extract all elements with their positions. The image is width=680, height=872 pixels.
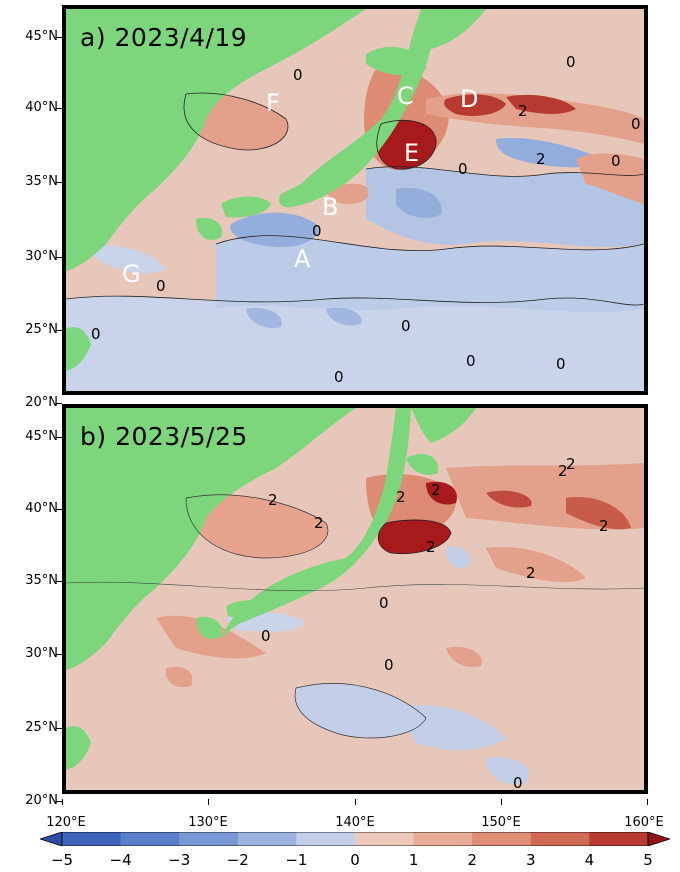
contour-label: 0: [91, 325, 101, 343]
sst-anomaly-map-b: 2 2 2 2 2 2 2 2 2 0 0 0 0: [66, 408, 644, 790]
colorbar-segment: [413, 832, 473, 846]
y-tick-label: 30°N: [25, 646, 58, 661]
colorbar-tick-label: −1: [285, 851, 308, 869]
contour-label: 0: [312, 222, 322, 240]
colorbar-tick-label: −2: [226, 851, 249, 869]
y-tick: [56, 403, 62, 404]
y-tick: [56, 37, 62, 38]
contour-label: 0: [611, 152, 621, 170]
y-tick: [56, 330, 62, 331]
contour-label: 0: [384, 656, 394, 674]
x-tick-label: 130°E: [188, 815, 228, 830]
y-tick: [56, 654, 62, 655]
y-tick-label: 20°N: [25, 395, 58, 410]
x-tick-label: 140°E: [335, 815, 375, 830]
colorbar-segment: [355, 832, 415, 846]
colorbar-arrow-high: [647, 832, 670, 846]
contour-label: 2: [526, 564, 536, 582]
colorbar-tick-label: −5: [50, 851, 74, 869]
x-tick-label: 120°E: [46, 815, 86, 830]
y-tick: [56, 728, 62, 729]
colorbar-tick-label: 1: [408, 851, 419, 869]
contour-label: 2: [314, 514, 324, 532]
contour-label: 0: [458, 160, 468, 178]
contour-label: 2: [518, 102, 528, 120]
y-tick-label: 40°N: [25, 100, 58, 115]
map-panel-b: 2 2 2 2 2 2 2 2 2 0 0 0 0 b) 2023/5/25: [62, 404, 648, 794]
colorbar-segment: [120, 832, 180, 846]
contour-label: 2: [558, 462, 568, 480]
colorbar-border: [61, 832, 649, 846]
contour-label: 2: [566, 455, 576, 473]
colorbar-tick-label: 3: [526, 851, 536, 869]
colorbar-arrow-low: [40, 832, 63, 846]
x-tick: [501, 799, 502, 805]
contour-label: 0: [556, 355, 566, 373]
region-label-c: C: [397, 82, 414, 110]
colorbar-tick-label: −4: [109, 851, 132, 869]
contour-label: 2: [599, 517, 609, 535]
colorbar-tick-label: 4: [584, 851, 595, 869]
y-tick-label: 20°N: [25, 793, 58, 808]
y-tick-label: 25°N: [25, 720, 58, 735]
y-tick-label: 35°N: [25, 573, 58, 588]
y-tick-label: 45°N: [25, 429, 58, 444]
y-tick-label: 40°N: [25, 501, 58, 516]
panel-b-title: b) 2023/5/25: [80, 422, 248, 451]
x-tick: [647, 799, 648, 805]
x-tick: [208, 799, 209, 805]
colorbar-segment: [237, 832, 297, 846]
y-tick: [56, 182, 62, 183]
sst-anomaly-map-a: A B C D E F G 0 0 0 0 0 0 0 0 0 2 2 0 0 …: [66, 9, 644, 391]
contour-label: 0: [566, 53, 576, 71]
colorbar-segment: [530, 832, 590, 846]
x-tick: [62, 799, 63, 805]
contour-label: 2: [536, 150, 546, 168]
y-tick-label: 30°N: [25, 249, 58, 264]
contour-label: 0: [466, 352, 476, 370]
contour-label: 0: [379, 594, 389, 612]
contour-label: 2: [431, 481, 441, 499]
region-label-b: B: [322, 193, 338, 221]
y-tick-label: 45°N: [25, 29, 58, 44]
x-tick-label: 160°E: [624, 815, 664, 830]
colorbar-segment: [472, 832, 532, 846]
colorbar-tick-label: −3: [168, 851, 191, 869]
colorbar-segment: [589, 832, 649, 846]
region-label-g: G: [122, 260, 141, 288]
contour-label: 0: [334, 368, 344, 386]
panel-a-title: a) 2023/4/19: [80, 23, 248, 52]
x-tick-label: 150°E: [481, 815, 521, 830]
region-label-f: F: [266, 89, 280, 117]
contour-label: 0: [631, 115, 641, 133]
colorbar-tick-label: 2: [467, 851, 477, 869]
y-tick: [56, 257, 62, 258]
colorbar-segment: [179, 832, 239, 846]
contour-label: 2: [426, 538, 436, 556]
colorbar-segment: [62, 832, 122, 846]
region-label-d: D: [460, 85, 478, 113]
y-tick: [56, 581, 62, 582]
y-tick-label: 35°N: [25, 174, 58, 189]
y-tick: [56, 509, 62, 510]
y-tick: [56, 801, 62, 802]
contour-label: 0: [513, 774, 523, 790]
contour-label: 0: [261, 627, 271, 645]
contour-label: 2: [268, 491, 278, 509]
y-tick: [56, 437, 62, 438]
contour-label: 2: [396, 488, 406, 506]
y-tick-label: 25°N: [25, 322, 58, 337]
region-label-e: E: [404, 139, 419, 167]
colorbar: [40, 832, 670, 846]
contour-label: 0: [401, 317, 411, 335]
colorbar-tick-label: 0: [350, 851, 360, 869]
contour-label: 0: [156, 277, 166, 295]
map-panel-a: A B C D E F G 0 0 0 0 0 0 0 0 0 2 2 0 0 …: [62, 5, 648, 395]
contour-label: 0: [293, 66, 303, 84]
colorbar-tick-label: 5: [643, 851, 653, 869]
y-tick: [56, 108, 62, 109]
x-tick: [355, 799, 356, 805]
region-label-a: A: [294, 245, 311, 273]
colorbar-segment: [296, 832, 356, 846]
